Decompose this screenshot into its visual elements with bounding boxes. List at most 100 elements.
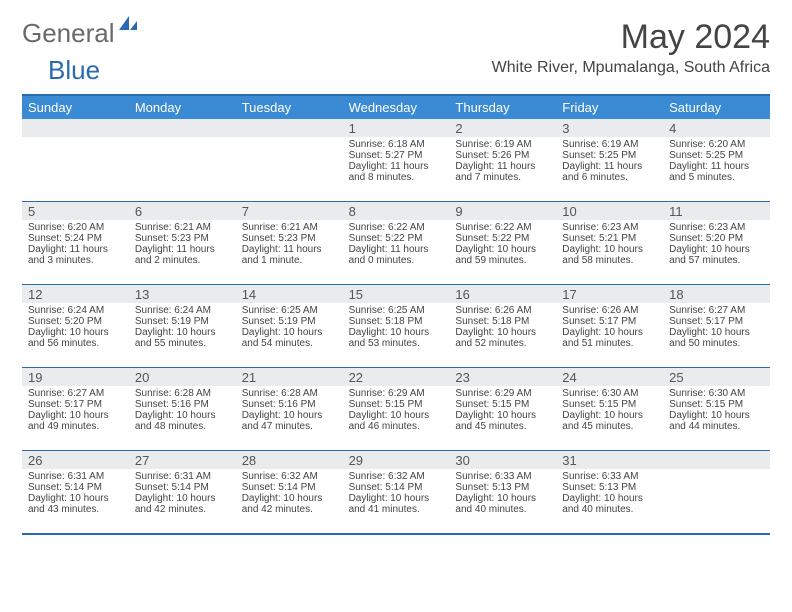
daynum-row: 567891011 bbox=[22, 201, 770, 220]
day-content bbox=[129, 137, 236, 201]
sunrise: Sunrise: 6:22 AM bbox=[349, 222, 444, 233]
sunrise: Sunrise: 6:30 AM bbox=[669, 388, 764, 399]
sunset: Sunset: 5:20 PM bbox=[28, 316, 123, 327]
sunrise: Sunrise: 6:21 AM bbox=[135, 222, 230, 233]
day-number: 18 bbox=[663, 285, 770, 303]
sunset: Sunset: 5:20 PM bbox=[669, 233, 764, 244]
day-number: 30 bbox=[449, 451, 556, 469]
day-content: Sunrise: 6:23 AMSunset: 5:21 PMDaylight:… bbox=[556, 220, 663, 284]
calendar: SundayMondayTuesdayWednesdayThursdayFrid… bbox=[22, 94, 770, 535]
day-content: Sunrise: 6:19 AMSunset: 5:25 PMDaylight:… bbox=[556, 137, 663, 201]
sunset: Sunset: 5:15 PM bbox=[349, 399, 444, 410]
daylight: Daylight: 10 hours and 48 minutes. bbox=[135, 410, 230, 432]
day-content: Sunrise: 6:27 AMSunset: 5:17 PMDaylight:… bbox=[22, 386, 129, 450]
daylight: Daylight: 10 hours and 55 minutes. bbox=[135, 327, 230, 349]
sunrise: Sunrise: 6:23 AM bbox=[562, 222, 657, 233]
daylight: Daylight: 10 hours and 45 minutes. bbox=[562, 410, 657, 432]
day-number: 6 bbox=[129, 202, 236, 220]
day-content: Sunrise: 6:25 AMSunset: 5:18 PMDaylight:… bbox=[343, 303, 450, 367]
day-number: 31 bbox=[556, 451, 663, 469]
day-content: Sunrise: 6:29 AMSunset: 5:15 PMDaylight:… bbox=[449, 386, 556, 450]
sunset: Sunset: 5:17 PM bbox=[28, 399, 123, 410]
daylight: Daylight: 10 hours and 43 minutes. bbox=[28, 493, 123, 515]
daynum-row: 12131415161718 bbox=[22, 284, 770, 303]
sunrise: Sunrise: 6:19 AM bbox=[455, 139, 550, 150]
sunrise: Sunrise: 6:24 AM bbox=[28, 305, 123, 316]
sunrise: Sunrise: 6:33 AM bbox=[455, 471, 550, 482]
day-content: Sunrise: 6:24 AMSunset: 5:20 PMDaylight:… bbox=[22, 303, 129, 367]
sunset: Sunset: 5:14 PM bbox=[242, 482, 337, 493]
logo: General bbox=[22, 18, 139, 49]
dow-cell: Monday bbox=[129, 96, 236, 119]
daynum-row: 19202122232425 bbox=[22, 367, 770, 386]
sunrise: Sunrise: 6:26 AM bbox=[455, 305, 550, 316]
daycontent-row: Sunrise: 6:20 AMSunset: 5:24 PMDaylight:… bbox=[22, 220, 770, 284]
sunset: Sunset: 5:14 PM bbox=[349, 482, 444, 493]
dow-cell: Friday bbox=[556, 96, 663, 119]
day-content bbox=[236, 137, 343, 201]
day-number bbox=[236, 119, 343, 137]
daylight: Daylight: 10 hours and 41 minutes. bbox=[349, 493, 444, 515]
day-number: 28 bbox=[236, 451, 343, 469]
day-number: 2 bbox=[449, 119, 556, 137]
sunrise: Sunrise: 6:29 AM bbox=[455, 388, 550, 399]
daylight: Daylight: 10 hours and 42 minutes. bbox=[135, 493, 230, 515]
day-number: 12 bbox=[22, 285, 129, 303]
daylight: Daylight: 10 hours and 58 minutes. bbox=[562, 244, 657, 266]
sunrise: Sunrise: 6:20 AM bbox=[28, 222, 123, 233]
sunrise: Sunrise: 6:27 AM bbox=[669, 305, 764, 316]
day-content: Sunrise: 6:27 AMSunset: 5:17 PMDaylight:… bbox=[663, 303, 770, 367]
day-number: 20 bbox=[129, 368, 236, 386]
day-content: Sunrise: 6:29 AMSunset: 5:15 PMDaylight:… bbox=[343, 386, 450, 450]
day-number: 26 bbox=[22, 451, 129, 469]
sunrise: Sunrise: 6:27 AM bbox=[28, 388, 123, 399]
day-number: 27 bbox=[129, 451, 236, 469]
day-number: 8 bbox=[343, 202, 450, 220]
day-content: Sunrise: 6:31 AMSunset: 5:14 PMDaylight:… bbox=[22, 469, 129, 533]
daylight: Daylight: 10 hours and 40 minutes. bbox=[562, 493, 657, 515]
sunrise: Sunrise: 6:19 AM bbox=[562, 139, 657, 150]
day-number: 5 bbox=[22, 202, 129, 220]
day-number: 19 bbox=[22, 368, 129, 386]
sunset: Sunset: 5:22 PM bbox=[349, 233, 444, 244]
title-block: May 2024 White River, Mpumalanga, South … bbox=[492, 18, 770, 77]
daylight: Daylight: 10 hours and 44 minutes. bbox=[669, 410, 764, 432]
daylight: Daylight: 10 hours and 50 minutes. bbox=[669, 327, 764, 349]
daylight: Daylight: 10 hours and 49 minutes. bbox=[28, 410, 123, 432]
day-content: Sunrise: 6:22 AMSunset: 5:22 PMDaylight:… bbox=[449, 220, 556, 284]
dow-cell: Saturday bbox=[663, 96, 770, 119]
dow-cell: Tuesday bbox=[236, 96, 343, 119]
day-content: Sunrise: 6:19 AMSunset: 5:26 PMDaylight:… bbox=[449, 137, 556, 201]
day-number: 22 bbox=[343, 368, 450, 386]
daylight: Daylight: 10 hours and 57 minutes. bbox=[669, 244, 764, 266]
day-content: Sunrise: 6:31 AMSunset: 5:14 PMDaylight:… bbox=[129, 469, 236, 533]
sunrise: Sunrise: 6:20 AM bbox=[669, 139, 764, 150]
sunset: Sunset: 5:25 PM bbox=[562, 150, 657, 161]
day-content: Sunrise: 6:22 AMSunset: 5:22 PMDaylight:… bbox=[343, 220, 450, 284]
day-content: Sunrise: 6:24 AMSunset: 5:19 PMDaylight:… bbox=[129, 303, 236, 367]
day-content bbox=[663, 469, 770, 533]
dow-cell: Sunday bbox=[22, 96, 129, 119]
sunrise: Sunrise: 6:23 AM bbox=[669, 222, 764, 233]
sunset: Sunset: 5:22 PM bbox=[455, 233, 550, 244]
sunrise: Sunrise: 6:28 AM bbox=[242, 388, 337, 399]
sunrise: Sunrise: 6:32 AM bbox=[349, 471, 444, 482]
sunrise: Sunrise: 6:29 AM bbox=[349, 388, 444, 399]
dow-cell: Wednesday bbox=[343, 96, 450, 119]
day-content: Sunrise: 6:21 AMSunset: 5:23 PMDaylight:… bbox=[236, 220, 343, 284]
daylight: Daylight: 10 hours and 56 minutes. bbox=[28, 327, 123, 349]
daylight: Daylight: 11 hours and 7 minutes. bbox=[455, 161, 550, 183]
sunrise: Sunrise: 6:33 AM bbox=[562, 471, 657, 482]
daycontent-row: Sunrise: 6:24 AMSunset: 5:20 PMDaylight:… bbox=[22, 303, 770, 367]
sunset: Sunset: 5:13 PM bbox=[562, 482, 657, 493]
sunset: Sunset: 5:17 PM bbox=[562, 316, 657, 327]
dow-cell: Thursday bbox=[449, 96, 556, 119]
sunset: Sunset: 5:25 PM bbox=[669, 150, 764, 161]
sunset: Sunset: 5:23 PM bbox=[242, 233, 337, 244]
daynum-row: 1234 bbox=[22, 119, 770, 137]
sunrise: Sunrise: 6:30 AM bbox=[562, 388, 657, 399]
day-content: Sunrise: 6:21 AMSunset: 5:23 PMDaylight:… bbox=[129, 220, 236, 284]
day-content: Sunrise: 6:28 AMSunset: 5:16 PMDaylight:… bbox=[236, 386, 343, 450]
sunset: Sunset: 5:18 PM bbox=[455, 316, 550, 327]
day-number: 16 bbox=[449, 285, 556, 303]
